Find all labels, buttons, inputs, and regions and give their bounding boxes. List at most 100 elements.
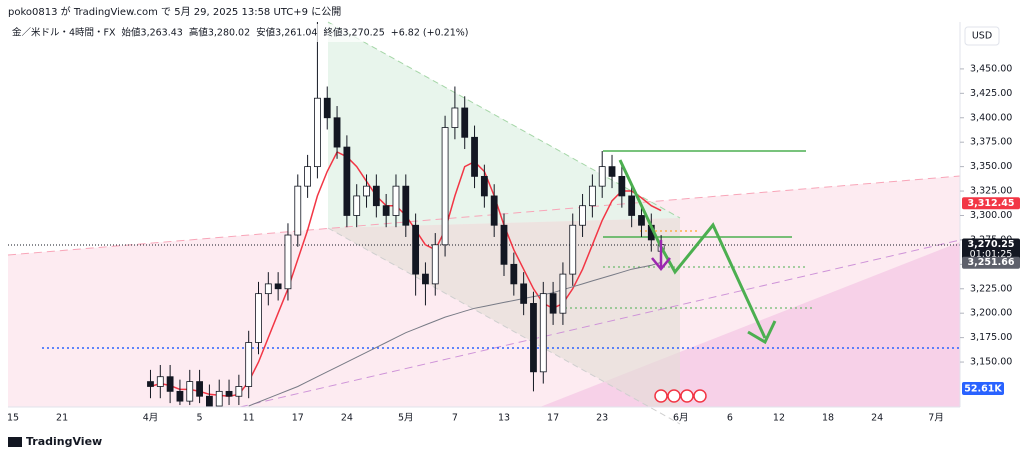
candle-body xyxy=(441,127,449,246)
candle-body xyxy=(343,146,351,216)
x-tick-label: 17 xyxy=(292,413,304,424)
candle-body xyxy=(412,224,420,275)
candle-body xyxy=(480,175,488,197)
candle-body xyxy=(147,381,154,387)
candle-body xyxy=(166,376,174,392)
y-tick-label: 3,425.00 xyxy=(970,88,1012,99)
price-badge xyxy=(962,197,1020,210)
price-badge-label: 3,251.66 xyxy=(968,257,1015,268)
candle-body xyxy=(402,185,410,226)
y-tick-label: 3,450.00 xyxy=(970,63,1012,74)
y-tick-label: 3,200.00 xyxy=(970,308,1012,319)
y-tick-label: 3,325.00 xyxy=(970,186,1012,197)
candle-body xyxy=(392,185,400,216)
candle-body xyxy=(588,185,596,207)
x-tick-label: 5 xyxy=(197,413,203,424)
candle-body xyxy=(382,205,390,216)
candle-body xyxy=(422,273,429,285)
event-icon xyxy=(667,389,681,403)
price-badge xyxy=(962,256,1020,269)
candle-body xyxy=(176,390,184,402)
y-tick-label: 3,300.00 xyxy=(970,210,1012,221)
candle-body xyxy=(638,215,645,226)
legend-text: 終値3,270.25 xyxy=(323,27,384,39)
candle-body xyxy=(559,273,567,314)
currency: USD xyxy=(972,31,992,42)
candle-body xyxy=(372,185,380,207)
candle-body xyxy=(490,195,498,226)
candle-body xyxy=(225,390,233,397)
candle-body xyxy=(471,136,478,177)
x-tick-label: 4月 xyxy=(143,413,159,424)
candle-body xyxy=(205,395,213,407)
candle-body xyxy=(215,390,223,407)
x-tick-label: 11 xyxy=(243,413,255,424)
candle-body xyxy=(569,224,577,275)
y-tick-label: 3,175.00 xyxy=(970,332,1012,343)
green-path xyxy=(618,159,767,339)
candle-body xyxy=(363,185,370,197)
legend-text: 安値3,261.04 xyxy=(256,27,317,39)
y-tick-label: 3,350.00 xyxy=(970,161,1012,172)
x-tick-label: 7月 xyxy=(928,413,944,424)
event-icon xyxy=(680,389,694,403)
x-tick-label: 18 xyxy=(822,413,834,424)
candle-body xyxy=(520,283,528,304)
candle-body xyxy=(608,166,616,177)
y-tick-label: 3,375.00 xyxy=(970,137,1012,148)
logo: TradingView xyxy=(8,435,102,448)
x-tick-label: 21 xyxy=(56,413,68,424)
y-tick-label: 3,225.00 xyxy=(970,283,1012,294)
channel-bottom xyxy=(327,227,681,425)
x-tick-label: 6 xyxy=(727,413,733,424)
candle-body xyxy=(294,185,302,236)
x-tick-label: 15 xyxy=(7,413,19,424)
candle-body xyxy=(451,107,459,128)
green-arrowhead xyxy=(747,320,777,345)
price-badge-label: 3,270.25 xyxy=(968,239,1015,250)
candle-body xyxy=(628,195,636,216)
candle-body xyxy=(549,293,557,314)
candle-body xyxy=(304,166,312,187)
x-tick-label: 7 xyxy=(452,413,458,424)
price-badge-label: 3,312.45 xyxy=(968,198,1015,209)
x-tick-label: 5月 xyxy=(398,413,414,424)
event-icon xyxy=(654,389,668,403)
event-icon xyxy=(693,389,707,403)
volume-badge xyxy=(962,382,1004,395)
candle-body xyxy=(461,107,469,138)
candle-body xyxy=(156,376,164,387)
legend-bg xyxy=(8,24,448,42)
candle-body xyxy=(314,97,321,168)
price-badge xyxy=(962,238,1020,261)
legend-text: +6.82 (+0.21%) xyxy=(391,28,469,39)
x-tick-label: 24 xyxy=(871,413,883,424)
logo-mark xyxy=(8,437,22,447)
y-tick-label: 3,150.00 xyxy=(970,357,1012,368)
candle-body xyxy=(510,263,518,285)
legend-text: 高値3,280.02 xyxy=(189,27,250,39)
candle-body xyxy=(598,166,606,187)
magenta-trend xyxy=(239,239,961,408)
moving-average xyxy=(248,261,662,407)
price-marks xyxy=(147,22,665,407)
purple-arrowhead xyxy=(651,257,671,271)
symbol-legend: 金／米ドル・4時間・FX 始値3,263.43 高値3,280.02 安値3,261.… xyxy=(12,27,468,39)
candle-body xyxy=(579,205,586,226)
event-icons xyxy=(654,389,707,403)
candle-body xyxy=(530,303,537,373)
logo-text: TradingView xyxy=(26,435,102,448)
candle-body xyxy=(323,97,331,119)
candle-body xyxy=(274,283,282,290)
candle-body xyxy=(235,386,243,397)
currency-box[interactable] xyxy=(964,26,1000,46)
candle-body xyxy=(245,342,253,387)
candle-body xyxy=(431,244,439,285)
forecast-arrows xyxy=(618,159,777,403)
candle-body xyxy=(186,381,194,402)
candle-body xyxy=(353,195,361,216)
x-tick-label: 13 xyxy=(498,413,510,424)
x-tick-label: 17 xyxy=(547,413,559,424)
candle-body xyxy=(500,224,508,265)
